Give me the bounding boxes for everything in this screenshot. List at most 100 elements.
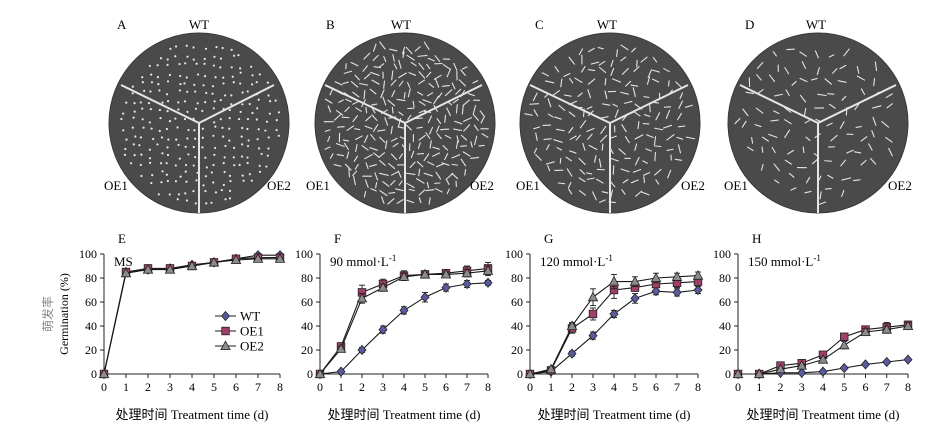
seedling-mark [799, 94, 807, 103]
seedling-mark [577, 92, 583, 98]
y-tick-label: 20 [719, 343, 731, 357]
seedling-mark [774, 93, 784, 97]
seed-dot [177, 108, 180, 111]
seedling-mark [774, 179, 780, 184]
marker-triangle [440, 268, 452, 279]
seed-dot [160, 136, 164, 139]
seedling-mark [868, 143, 873, 151]
seed-dot [222, 76, 225, 79]
seedling-mark [365, 106, 368, 114]
series-WT [525, 284, 703, 380]
seedling-mark [810, 77, 818, 81]
seed-dot [256, 107, 259, 110]
seedling-mark [547, 98, 552, 108]
seedling-mark [423, 41, 430, 50]
x-tick-label: 7 [674, 380, 680, 394]
seedling-mark [533, 109, 539, 117]
seedling-mark [352, 91, 360, 98]
marker-triangle [220, 340, 231, 350]
seed-dot [125, 138, 128, 141]
seed-dot [223, 156, 226, 159]
legend-label: OE2 [240, 339, 264, 354]
seedling-mark [434, 188, 443, 193]
seedling-mark [426, 161, 435, 166]
seedling-mark [760, 163, 764, 171]
seedling-mark [612, 78, 622, 83]
seed-dot [133, 154, 136, 157]
seed-dot [275, 128, 278, 132]
seed-dot [228, 189, 232, 193]
seedling-mark [839, 64, 847, 70]
seedling-mark [374, 172, 379, 181]
seed-dot [205, 166, 208, 169]
seed-dot [204, 47, 208, 50]
x-tick-label: 8 [485, 380, 491, 394]
seedling-mark [401, 46, 406, 55]
seed-dot [168, 120, 172, 123]
x-tick-label: 7 [255, 380, 261, 394]
seed-dot [142, 126, 145, 129]
seedling-mark [369, 147, 378, 151]
marker-diamond [567, 348, 577, 359]
seed-dot [240, 135, 243, 138]
y-tick-label: 20 [301, 343, 313, 357]
seedling-mark [355, 144, 358, 153]
seedling-mark [643, 176, 645, 184]
seedling-mark [632, 87, 636, 98]
seed-dot [248, 102, 251, 106]
seedling-mark [441, 162, 450, 166]
x-axis-title: 处理时间 Treatment time (d) [328, 407, 481, 422]
seed-dot [159, 116, 162, 120]
seed-dot [184, 62, 187, 65]
y-tick-label: 80 [511, 271, 523, 285]
seedling-mark [363, 73, 371, 80]
marker-diamond [609, 308, 619, 320]
marker-triangle [838, 339, 850, 350]
seedling-mark [635, 190, 643, 197]
seed-dot [130, 162, 133, 165]
seed-dot [149, 161, 152, 164]
seed-dot [210, 171, 213, 174]
seedling-mark [873, 77, 876, 87]
seedling-mark [773, 163, 780, 172]
seed-dots [120, 44, 280, 205]
seedling-mark [665, 109, 671, 119]
marker-diamond [672, 287, 682, 298]
seed-dot [201, 146, 204, 149]
seed-dot [176, 198, 179, 201]
seedling-mark [533, 126, 541, 130]
y-tick-label: 0 [307, 367, 313, 381]
seed-dot [184, 163, 188, 167]
seedling-mark [342, 139, 350, 142]
seedling-mark [435, 78, 440, 88]
y-tick-label: 100 [295, 247, 313, 261]
chart-panel-E: 0 20 40 60 80 100 0 1 2 3 4 5 6 7 8 处理时间 Treatment time… [79, 231, 286, 422]
seedling-mark [364, 179, 369, 188]
seedling-mark [653, 136, 657, 146]
seed-dot [123, 153, 127, 156]
seedling-mark [380, 89, 385, 99]
legend-label: OE1 [240, 324, 264, 339]
seedling-mark [547, 113, 554, 118]
seedling-mark [442, 63, 451, 70]
seedling-mark [427, 115, 433, 124]
seedling-mark [464, 169, 467, 176]
seedling-mark [461, 105, 464, 115]
seedling-mark [396, 199, 404, 204]
seed-dot [219, 118, 222, 121]
seedling-mark [563, 73, 571, 77]
seed-dot [124, 147, 127, 151]
seed-plate-photos: A WT OE1 OE2 B WT OE1 OE2 C WT OE1 OE2 [104, 17, 912, 214]
seedling-mark [802, 146, 805, 154]
series-line [319, 270, 489, 375]
seedling-mark [387, 99, 396, 107]
seed-dot [231, 75, 234, 78]
seedling-mark [425, 189, 435, 192]
seed-dot [168, 193, 171, 196]
seedling-mark [860, 136, 868, 142]
seedling-mark [856, 66, 860, 74]
seedling-mark [871, 130, 875, 138]
seedling-mark [751, 136, 754, 144]
seedling-mark [324, 98, 333, 104]
